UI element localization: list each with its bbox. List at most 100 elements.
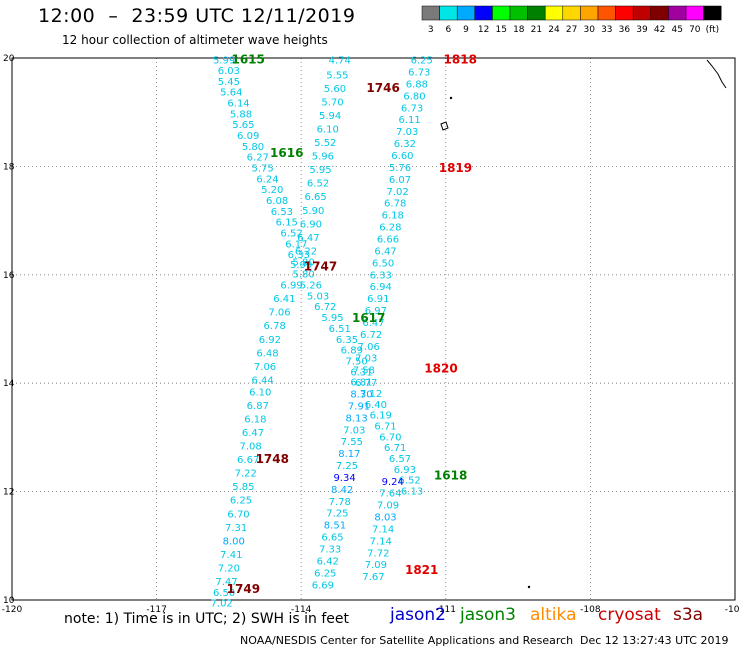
color-scale-label: 6 — [446, 25, 452, 35]
data-point-label: 6.42 — [317, 556, 339, 567]
color-scale-swatch — [703, 5, 722, 21]
data-point-label: 6.32 — [394, 139, 416, 150]
data-point-label: 6.47 — [297, 233, 319, 244]
data-point-label: 5.85 — [232, 482, 254, 493]
data-point-label: 5.65 — [232, 120, 254, 131]
pass-time-label: 1749 — [227, 582, 260, 596]
data-point-label: 7.06 — [268, 308, 290, 319]
pass-time-label: 1748 — [256, 452, 289, 466]
data-point-label: 6.25 — [411, 56, 433, 67]
data-point-label: 5.94 — [319, 111, 341, 122]
island-icon — [440, 121, 449, 131]
data-point-label: 6.50 — [372, 258, 394, 269]
data-point-label: 6.48 — [256, 348, 278, 359]
data-point-label: 6.27 — [247, 153, 269, 164]
data-point-label: 5.26 — [300, 281, 322, 292]
data-point-label: 5.99 — [213, 56, 235, 67]
x-tick-label: -117 — [146, 605, 166, 615]
data-point-label: 5.60 — [324, 84, 346, 95]
color-scale-label: 27 — [566, 25, 577, 35]
data-point-label: 7.58 — [353, 366, 375, 377]
data-point-label: 6.71 — [384, 443, 406, 454]
data-point-label: 7.02 — [386, 187, 408, 198]
color-scale-label: (ft) — [706, 25, 720, 35]
pass-time-label: 1821 — [405, 563, 438, 577]
color-scale-swatch — [650, 5, 669, 21]
data-point-label: 6.18 — [244, 414, 266, 425]
data-point-label: 7.22 — [235, 469, 257, 480]
color-scale-label: 45 — [671, 25, 682, 35]
data-point-label: 7.02 — [211, 599, 233, 610]
data-point-label: 7.25 — [326, 509, 348, 520]
color-scale-swatch — [597, 5, 616, 21]
data-point-label: 6.25 — [314, 568, 336, 579]
color-scale-label: 15 — [495, 25, 506, 35]
data-point-label: 6.60 — [391, 151, 413, 162]
data-point-label: 6.33 — [370, 270, 392, 281]
y-tick-label: 12 — [3, 488, 14, 498]
data-point-label: 6.47 — [242, 428, 264, 439]
pass-time-label: 1617 — [352, 311, 385, 325]
data-point-label: 6.33 — [288, 250, 310, 261]
data-point-label: 6.24 — [256, 174, 278, 185]
data-point-label: 6.99 — [280, 281, 302, 292]
data-point-label: 6.67 — [237, 455, 259, 466]
data-point-label: 8.51 — [324, 521, 346, 532]
data-point-label: 6.73 — [401, 103, 423, 114]
page-title: 12:00 – 23:59 UTC 12/11/2019 — [38, 5, 356, 27]
data-point-label: 7.72 — [367, 548, 389, 559]
data-point-label: 7.14 — [370, 536, 392, 547]
data-point-label: 6.07 — [389, 175, 411, 186]
data-point-label: 6.13 — [401, 487, 423, 498]
data-point-label: 7.09 — [377, 501, 399, 512]
data-point-label: 6.52 — [307, 179, 329, 190]
data-point-label: 6.78 — [264, 321, 286, 332]
data-point-label: 6.10 — [317, 124, 339, 135]
data-point-label: 6.87 — [247, 401, 269, 412]
color-scale-label: 9 — [463, 25, 469, 35]
data-point-label: 5.75 — [252, 163, 274, 174]
data-point-label: 8.00 — [223, 536, 245, 547]
data-point-label: 6.08 — [266, 196, 288, 207]
data-point-label: 6.89 — [341, 346, 363, 357]
legend-jason3: jason3 — [460, 605, 516, 625]
data-point-label: 7.14 — [372, 524, 394, 535]
legend-jason2: jason2 — [390, 605, 446, 625]
data-point-label: 7.55 — [341, 437, 363, 448]
data-point-label: 7.31 — [225, 523, 247, 534]
page-subtitle: 12 hour collection of altimeter wave hei… — [62, 33, 328, 47]
data-point-label: 5.52 — [314, 138, 336, 149]
data-point-label: 5.99 — [290, 260, 312, 271]
data-point-label: 7.08 — [239, 442, 261, 453]
data-point-label: 5.55 — [326, 70, 348, 81]
data-point-label: 6.18 — [382, 211, 404, 222]
legend-altika: altika — [530, 605, 577, 625]
data-point-label: 6.90 — [300, 219, 322, 230]
data-point-label: 6.25 — [230, 496, 252, 507]
data-point-label: 9.24 — [382, 477, 404, 488]
data-point-label: 4.74 — [329, 56, 351, 67]
color-scale-swatch — [527, 5, 546, 21]
data-point-label: 6.11 — [399, 115, 421, 126]
data-point-label: 6.50 — [213, 588, 235, 599]
data-point-label: 6.73 — [408, 68, 430, 79]
data-point-label: 7.20 — [218, 563, 240, 574]
pass-time-label: 1747 — [304, 260, 337, 274]
data-point-label: 5.76 — [389, 163, 411, 174]
color-scale-swatch — [544, 5, 564, 21]
data-point-label: 6.52 — [399, 476, 421, 487]
color-scale-label: 70 — [689, 25, 701, 35]
footer-note: note: 1) Time is in UTC; 2) SWH is in fe… — [64, 611, 350, 627]
pass-time-label: 1818 — [444, 53, 477, 67]
data-point-label: 6.03 — [218, 66, 240, 77]
color-scale-swatch — [421, 5, 440, 21]
data-point-label: 5.80 — [292, 270, 314, 281]
data-point-label: 6.72 — [360, 330, 382, 341]
pass-time-label: 1819 — [439, 161, 472, 175]
color-scale-swatch — [668, 5, 687, 21]
data-point-label: 5.95 — [321, 313, 343, 324]
data-point-label: 6.53 — [271, 207, 293, 218]
y-tick-label: 16 — [3, 271, 15, 281]
data-point-label: 6.70 — [227, 509, 249, 520]
data-point-label: 8.17 — [338, 449, 360, 460]
